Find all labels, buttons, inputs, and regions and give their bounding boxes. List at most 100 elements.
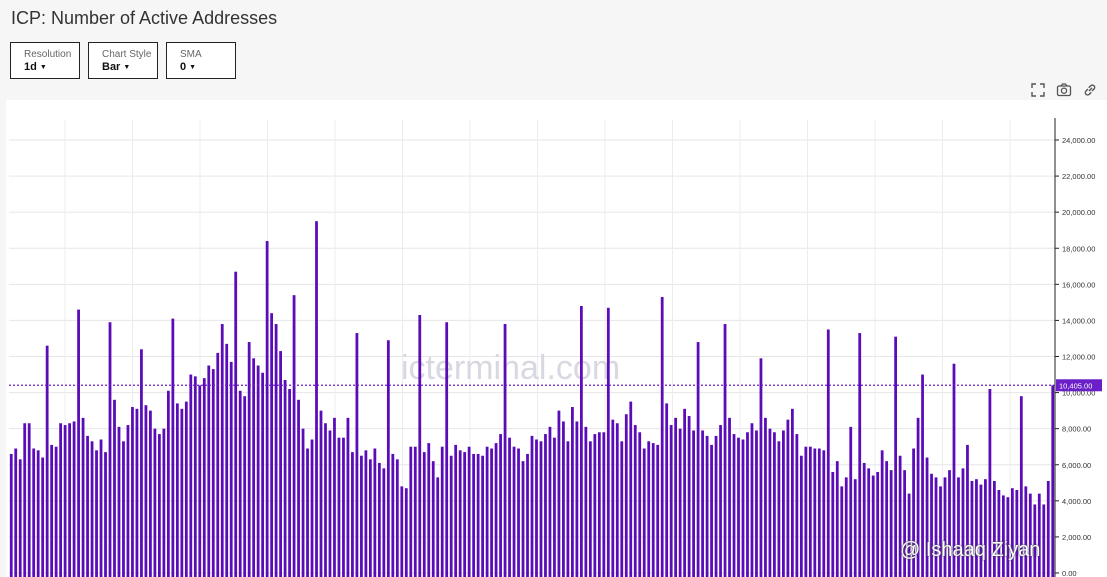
bar bbox=[862, 462, 866, 577]
bar bbox=[1051, 385, 1055, 577]
bar bbox=[553, 437, 556, 577]
sma-select[interactable]: SMA 0 ▼ bbox=[166, 42, 236, 79]
bar bbox=[642, 448, 646, 577]
chart-style-select[interactable]: Chart Style Bar ▼ bbox=[88, 42, 158, 79]
bar bbox=[395, 459, 399, 577]
bar bbox=[912, 448, 915, 577]
bar bbox=[930, 473, 933, 577]
bar bbox=[970, 480, 974, 577]
caret-down-icon: ▼ bbox=[189, 64, 197, 71]
chart-style-value: Bar bbox=[102, 61, 121, 73]
bar bbox=[54, 446, 58, 577]
bar bbox=[229, 361, 233, 577]
bar bbox=[427, 443, 431, 577]
bar bbox=[535, 439, 538, 577]
bar bbox=[984, 479, 987, 577]
bar bbox=[382, 468, 386, 577]
resolution-select[interactable]: Resolution 1d ▼ bbox=[10, 42, 80, 79]
bar bbox=[508, 437, 511, 577]
y-tick-label: 12,000.00 bbox=[1062, 353, 1095, 362]
bar bbox=[773, 432, 776, 577]
bar bbox=[871, 475, 875, 577]
bar bbox=[81, 417, 85, 577]
bar bbox=[149, 410, 152, 577]
y-tick-label: 2,000.00 bbox=[1062, 533, 1091, 542]
bar bbox=[975, 479, 978, 577]
bar bbox=[588, 441, 592, 577]
y-tick-label: 22,000.00 bbox=[1062, 172, 1095, 181]
bar bbox=[445, 322, 449, 577]
bar bbox=[858, 333, 862, 577]
bar bbox=[171, 318, 175, 577]
caret-down-icon: ▼ bbox=[123, 64, 131, 71]
bar bbox=[494, 443, 498, 577]
bar bbox=[315, 221, 318, 577]
bar bbox=[409, 446, 413, 577]
bar bbox=[436, 477, 440, 577]
bar bbox=[835, 461, 839, 577]
bar bbox=[602, 432, 606, 577]
bar bbox=[826, 329, 830, 577]
bar bbox=[606, 307, 610, 577]
y-tick-label: 14,000.00 bbox=[1062, 316, 1095, 325]
bar bbox=[77, 309, 80, 577]
bar bbox=[117, 426, 121, 577]
bar bbox=[189, 374, 193, 577]
bar bbox=[467, 446, 471, 577]
bar bbox=[346, 417, 350, 577]
bar bbox=[894, 336, 898, 577]
bar bbox=[360, 455, 363, 577]
bar bbox=[629, 401, 633, 577]
bar bbox=[817, 448, 821, 577]
bar bbox=[135, 408, 139, 577]
bar bbox=[63, 425, 67, 577]
last-value-label: 10,405.00 bbox=[1059, 381, 1092, 390]
bar bbox=[292, 295, 296, 577]
bar bbox=[512, 446, 516, 577]
bar bbox=[853, 479, 857, 577]
bar bbox=[355, 333, 359, 577]
y-tick-label: 4,000.00 bbox=[1062, 497, 1091, 506]
bar bbox=[548, 426, 552, 577]
chart-style-label: Chart Style bbox=[102, 49, 152, 60]
expand-icon[interactable] bbox=[1030, 82, 1046, 98]
bar bbox=[373, 448, 377, 577]
bar bbox=[885, 461, 889, 577]
bar bbox=[566, 441, 570, 577]
bar bbox=[50, 444, 54, 577]
bar bbox=[422, 452, 426, 577]
bar bbox=[925, 457, 929, 577]
bar bbox=[665, 403, 669, 577]
bar bbox=[481, 455, 485, 577]
watermark: icterminal.com bbox=[401, 349, 620, 387]
link-icon[interactable] bbox=[1082, 82, 1098, 98]
bar bbox=[961, 468, 965, 577]
bar bbox=[939, 486, 942, 577]
bar bbox=[764, 417, 767, 577]
sma-value: 0 bbox=[180, 61, 187, 73]
bar bbox=[669, 425, 673, 577]
bar bbox=[297, 399, 300, 577]
bar bbox=[368, 459, 372, 577]
bar bbox=[620, 441, 624, 577]
bar bbox=[903, 470, 906, 577]
bar bbox=[310, 439, 314, 577]
bar bbox=[220, 324, 224, 577]
bar bbox=[472, 453, 476, 577]
bar bbox=[319, 410, 323, 577]
bar bbox=[921, 374, 924, 577]
bar bbox=[193, 376, 197, 577]
bar bbox=[804, 446, 808, 577]
bar bbox=[692, 430, 695, 577]
bar bbox=[211, 369, 215, 577]
bar bbox=[997, 490, 1001, 577]
bar bbox=[530, 435, 534, 577]
bar bbox=[876, 471, 880, 577]
bar bbox=[184, 401, 188, 577]
bar bbox=[840, 486, 844, 577]
camera-icon[interactable] bbox=[1056, 82, 1072, 98]
bar bbox=[476, 453, 480, 577]
chart-area: icterminal.com 0.00 2,000.00 4,000.00 6,000… bbox=[6, 100, 1107, 577]
bar bbox=[988, 388, 992, 577]
bar bbox=[1028, 493, 1032, 577]
